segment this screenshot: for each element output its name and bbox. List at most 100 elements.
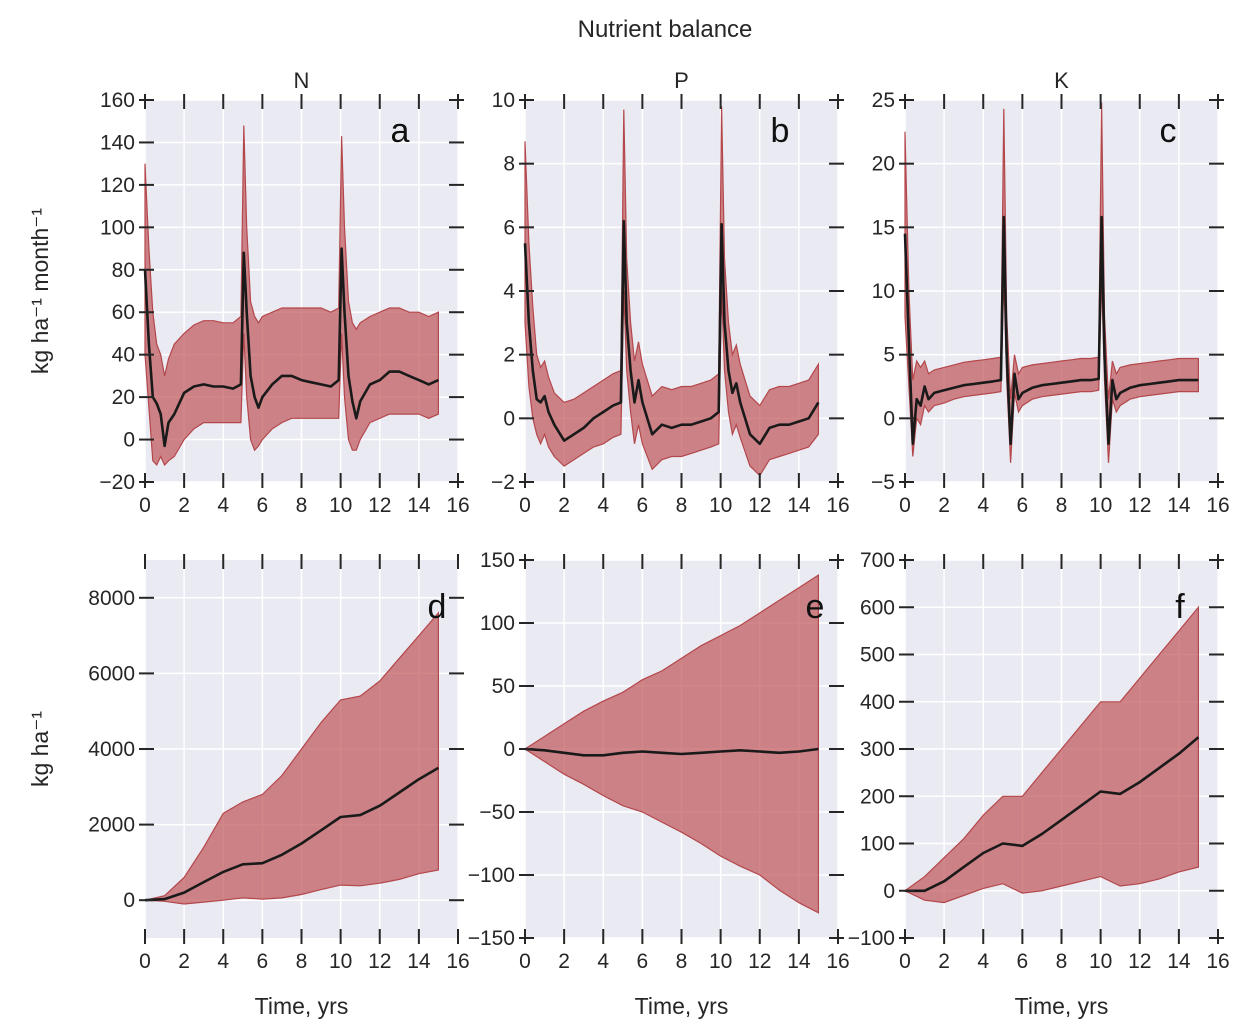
y-tick-label-f: 100 xyxy=(860,833,895,856)
x-tick-label-c: 4 xyxy=(977,494,989,517)
y-tick-label-a: 160 xyxy=(100,89,135,112)
x-axis-label-d: Time, yrs xyxy=(255,993,349,1019)
x-tick-label-d: 6 xyxy=(257,950,269,973)
y-tick-label-b: 6 xyxy=(503,216,515,239)
y-tick-label-c: 10 xyxy=(872,280,895,303)
x-tick-label-d: 14 xyxy=(407,950,431,973)
y-tick-label-f: −100 xyxy=(848,927,895,950)
panel-letter-d: d xyxy=(428,588,447,626)
x-tick-label-e: 10 xyxy=(709,950,732,973)
panel-a: 0 2 4 6 8 10 12 14 16−20020406080100120140160Nak… xyxy=(27,68,470,517)
x-tick-label-a: 0 xyxy=(139,494,151,517)
x-axis-label-e: Time, yrs xyxy=(635,993,729,1019)
y-tick-label-d: 2000 xyxy=(88,814,135,837)
panel-letter-b: b xyxy=(771,112,790,150)
y-tick-label-c: 20 xyxy=(872,153,895,176)
x-tick-label-c: 10 xyxy=(1089,494,1112,517)
panel-letter-f: f xyxy=(1175,588,1185,626)
panel-letter-a: a xyxy=(391,112,410,150)
x-tick-label-f: 8 xyxy=(1056,950,1068,973)
x-tick-label-a: 14 xyxy=(407,494,431,517)
y-tick-label-a: 20 xyxy=(112,386,135,409)
x-tick-label-a: 4 xyxy=(217,494,229,517)
x-tick-label-f: 4 xyxy=(977,950,989,973)
x-tick-label-d: 10 xyxy=(329,950,352,973)
y-tick-label-b: 4 xyxy=(503,280,515,303)
x-tick-label-e: 12 xyxy=(748,950,771,973)
panel-title-a: N xyxy=(294,68,310,93)
x-tick-label-c: 6 xyxy=(1017,494,1029,517)
y-tick-label-f: 500 xyxy=(860,644,895,667)
y-tick-label-f: 700 xyxy=(860,549,895,572)
y-tick-label-f: 400 xyxy=(860,691,895,714)
y-tick-label-b: 0 xyxy=(503,407,515,430)
y-tick-label-f: 200 xyxy=(860,785,895,808)
x-tick-label-f: 6 xyxy=(1017,950,1029,973)
x-tick-label-a: 2 xyxy=(178,494,190,517)
y-tick-label-c: 15 xyxy=(872,216,895,239)
y-tick-label-d: 8000 xyxy=(88,587,135,610)
x-tick-label-b: 14 xyxy=(787,494,811,517)
x-tick-label-a: 8 xyxy=(296,494,308,517)
x-tick-label-d: 12 xyxy=(368,950,391,973)
x-tick-label-e: 6 xyxy=(637,950,649,973)
y-tick-label-f: 600 xyxy=(860,596,895,619)
y-tick-label-a: −20 xyxy=(99,471,135,494)
y-tick-label-b: 2 xyxy=(503,344,515,367)
x-tick-label-b: 10 xyxy=(709,494,732,517)
panel-title-b: P xyxy=(674,68,689,93)
y-tick-label-a: 60 xyxy=(112,301,135,324)
y-tick-label-e: 0 xyxy=(503,738,515,761)
panels: 0 2 4 6 8 10 12 14 16−20020406080100120140160Nak… xyxy=(27,68,1230,1019)
x-axis-label-f: Time, yrs xyxy=(1015,993,1109,1019)
panel-e: 0 2 4 6 8 10 12 14 16 −150 −100 −50 0 50 100 150 e Time, … xyxy=(468,549,850,1019)
x-tick-label-c: 16 xyxy=(1206,494,1229,517)
figure-title: Nutrient balance xyxy=(578,16,753,43)
x-tick-label-c: 8 xyxy=(1056,494,1068,517)
x-tick-label-a: 16 xyxy=(446,494,469,517)
y-tick-label-d: 6000 xyxy=(88,662,135,685)
y-tick-label-e: −150 xyxy=(468,927,515,950)
y-tick-label-b: −2 xyxy=(491,471,515,494)
y-tick-label-f: 0 xyxy=(883,880,895,903)
y-tick-label-c: 0 xyxy=(883,407,895,430)
x-tick-label-e: 14 xyxy=(787,950,811,973)
y-axis-label-d: kg ha⁻¹ xyxy=(27,711,53,787)
x-tick-label-b: 0 xyxy=(519,494,531,517)
y-tick-label-a: 40 xyxy=(112,344,135,367)
y-tick-label-c: 5 xyxy=(883,344,895,367)
panel-letter-e: e xyxy=(806,588,825,626)
y-tick-label-e: −50 xyxy=(479,801,515,824)
x-tick-label-f: 12 xyxy=(1128,950,1151,973)
x-tick-label-d: 0 xyxy=(139,950,151,973)
x-tick-label-d: 16 xyxy=(446,950,469,973)
y-tick-label-a: 140 xyxy=(100,131,135,154)
x-tick-label-b: 6 xyxy=(637,494,649,517)
x-tick-label-e: 8 xyxy=(676,950,688,973)
x-tick-label-b: 2 xyxy=(558,494,570,517)
y-axis-label-a: kg ha⁻¹ month⁻¹ xyxy=(27,208,53,375)
x-tick-label-b: 4 xyxy=(597,494,609,517)
x-tick-label-a: 12 xyxy=(368,494,391,517)
panel-letter-c: c xyxy=(1160,112,1177,150)
y-tick-label-e: 150 xyxy=(480,549,515,572)
panel-f: 0 2 4 6 8 10 12 14 16−1000100200300400500600700f… xyxy=(848,549,1230,1019)
x-tick-label-f: 16 xyxy=(1206,950,1229,973)
panel-title-c: K xyxy=(1054,68,1069,93)
panel-d: 0 2 4 6 8 10 12 14 16 0 2000 4000 6000 8000 d Time, yrs… xyxy=(27,554,470,1019)
x-tick-label-f: 0 xyxy=(899,950,911,973)
x-tick-label-c: 14 xyxy=(1167,494,1191,517)
y-tick-label-e: 50 xyxy=(492,675,515,698)
y-tick-label-e: −100 xyxy=(468,864,515,887)
x-tick-label-b: 16 xyxy=(826,494,849,517)
x-tick-label-c: 2 xyxy=(938,494,950,517)
y-tick-label-b: 10 xyxy=(492,89,515,112)
x-tick-label-e: 0 xyxy=(519,950,531,973)
y-tick-label-d: 0 xyxy=(123,889,135,912)
x-tick-label-b: 12 xyxy=(748,494,771,517)
x-tick-label-e: 4 xyxy=(597,950,609,973)
x-tick-label-f: 10 xyxy=(1089,950,1112,973)
